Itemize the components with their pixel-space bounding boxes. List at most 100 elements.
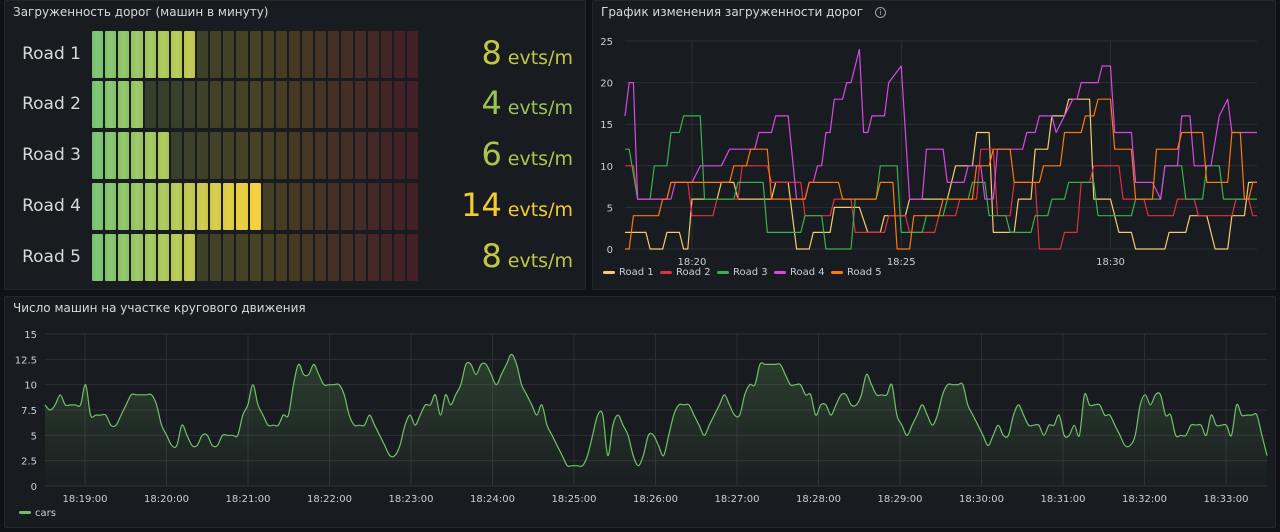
legend-item-road-1[interactable]: Road 1 [603, 267, 654, 278]
gauge-cell [118, 31, 130, 78]
gauge-cell [105, 31, 117, 78]
line-chart-title[interactable]: График изменения загруженности дорог i [601, 5, 887, 19]
gauge-cell [118, 183, 130, 230]
legend-item-cars[interactable]: cars [19, 508, 56, 519]
gauge-cell [354, 183, 366, 230]
legend-swatch [19, 511, 31, 514]
legend-item-road-3[interactable]: Road 3 [717, 267, 768, 278]
gauge-cell [341, 31, 353, 78]
gauge-cell [197, 81, 209, 128]
gauge-cell [315, 132, 327, 179]
gauge-cell [328, 132, 340, 179]
gauge-cell [393, 81, 405, 128]
gauge-cell [105, 81, 117, 128]
gauge-cell [315, 31, 327, 78]
gauge-cell [354, 31, 366, 78]
gauge-cell [328, 81, 340, 128]
area-chart-title[interactable]: Число машин на участке кругового движени… [13, 301, 306, 315]
gauge-cell [407, 31, 419, 78]
gauge-bar-road-2[interactable] [92, 81, 420, 128]
gauge-value-road-2: 4 evts/m [443, 84, 573, 122]
legend-item-road-2[interactable]: Road 2 [660, 267, 711, 278]
y-tick-label: 12.5 [15, 355, 37, 366]
gauge-cell [210, 81, 222, 128]
legend-label: Road 3 [733, 267, 768, 278]
gauge-cell [105, 132, 117, 179]
gauge-cell [197, 183, 209, 230]
area-chart-panel: Число машин на участке кругового движени… [4, 296, 1276, 528]
bar-gauge-title[interactable]: Загруженность дорог (машин в минуту) [13, 5, 269, 19]
gauge-cell [131, 183, 143, 230]
gauge-cell [170, 31, 182, 78]
gauge-cell [92, 234, 104, 281]
gauge-cell [249, 31, 261, 78]
gauge-bar-road-1[interactable] [92, 31, 420, 78]
gauge-cell [197, 234, 209, 281]
y-tick-label: 0 [31, 482, 37, 493]
series-line-road-4[interactable] [624, 48, 1257, 200]
gauge-cell [380, 234, 392, 281]
gauge-value-number: 8 [481, 237, 502, 275]
gauge-cell [210, 183, 222, 230]
gauge-cell [157, 132, 169, 179]
gauge-cell [407, 132, 419, 179]
gauge-cell [236, 31, 248, 78]
gauge-cell [249, 132, 261, 179]
gauge-cell [288, 132, 300, 179]
gauge-cell [354, 132, 366, 179]
area-chart-svg: 0 2.5 5 7.5 10 12.5 15 18:19:00 18:20:00 18:21:00… [15, 330, 1268, 519]
gauge-cell [315, 183, 327, 230]
gauge-cell [407, 234, 419, 281]
gauge-cell [170, 234, 182, 281]
gauge-cell [210, 234, 222, 281]
y-tick-label: 20 [600, 79, 613, 90]
gauge-bar-road-5[interactable] [92, 234, 420, 281]
gauge-cell [367, 31, 379, 78]
gauge-value-number: 6 [481, 135, 502, 173]
gauge-label-road-3: Road 3 [22, 145, 81, 165]
gauge-cell [157, 31, 169, 78]
gauge-cell [288, 183, 300, 230]
gauge-cell [157, 183, 169, 230]
legend-item-road-5[interactable]: Road 5 [831, 267, 882, 278]
gauge-value-unit: evts/m [507, 148, 573, 170]
gauge-cell [144, 81, 156, 128]
gauge-cell [144, 132, 156, 179]
gauge-cell [236, 234, 248, 281]
gauge-cell [302, 31, 314, 78]
gauge-cell [157, 81, 169, 128]
info-icon[interactable]: i [875, 7, 887, 18]
gauge-value-number: 8 [481, 34, 502, 72]
legend-swatch [831, 271, 843, 274]
gauge-bar-road-4[interactable] [92, 183, 420, 230]
gauge-cell [236, 132, 248, 179]
gauge-value-road-4: 14 evts/m [443, 186, 573, 224]
gauge-cell [302, 183, 314, 230]
gauge-cell [105, 183, 117, 230]
y-tick-label: 0 [607, 245, 613, 256]
gauge-cell [393, 183, 405, 230]
x-tick-label: 18:19:00 [63, 494, 108, 505]
x-tick-label: 18:30 [1096, 257, 1125, 268]
legend-label: Road 4 [790, 267, 825, 278]
legend-item-road-4[interactable]: Road 4 [774, 267, 825, 278]
y-tick-label: 2.5 [21, 457, 37, 468]
gauge-cell [367, 81, 379, 128]
gauge-value-unit: evts/m [507, 250, 573, 272]
gauge-bar-road-3[interactable] [92, 132, 420, 179]
gauge-cell [223, 234, 235, 281]
y-tick-label: 10 [24, 381, 37, 392]
gauge-cell [393, 234, 405, 281]
series-line-road-1[interactable] [625, 98, 1257, 250]
x-tick-label: 18:30:00 [959, 494, 1004, 505]
cars-series-line[interactable] [44, 353, 1268, 468]
gauge-value-unit: evts/m [507, 199, 573, 221]
legend-swatch [603, 271, 615, 274]
gauge-cell [275, 81, 287, 128]
series-line-road-5[interactable] [625, 98, 1257, 250]
x-tick-label: 18:32:00 [1122, 494, 1167, 505]
y-tick-label: 25 [600, 37, 613, 48]
gauge-cell [210, 31, 222, 78]
x-tick-label: 18:25:00 [552, 494, 597, 505]
gauge-cell [144, 183, 156, 230]
